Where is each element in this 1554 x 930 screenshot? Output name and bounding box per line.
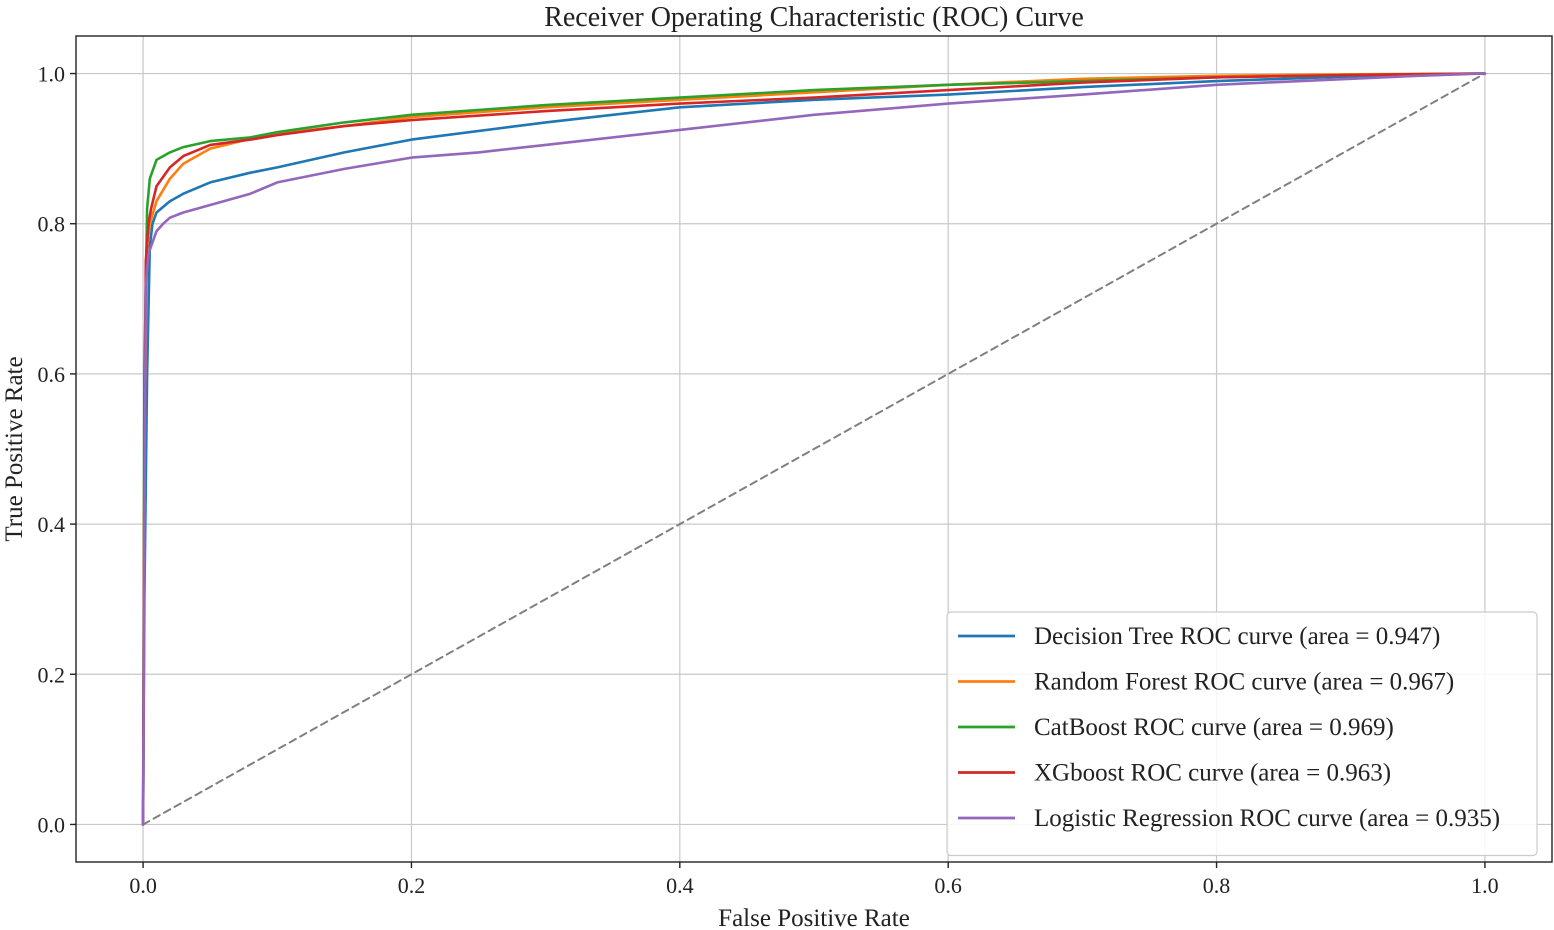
legend-label: Logistic Regression ROC curve (area = 0.…	[1034, 805, 1500, 832]
series-line-3	[141, 72, 1487, 826]
series-line-2	[141, 72, 1487, 826]
legend-label: XGboost ROC curve (area = 0.963)	[1034, 760, 1391, 787]
y-tick-label: 0.4	[38, 512, 66, 537]
legend-label: Decision Tree ROC curve (area = 0.947)	[1034, 623, 1440, 650]
series-line-4	[141, 72, 1487, 826]
x-tick-label: 1.0	[1471, 873, 1499, 898]
legend-label: CatBoost ROC curve (area = 0.969)	[1034, 714, 1394, 741]
legend: Decision Tree ROC curve (area = 0.947) Ra…	[946, 611, 1538, 857]
legend-label: Random Forest ROC curve (area = 0.967)	[1034, 669, 1454, 696]
plot-frame	[75, 35, 1553, 863]
series-lines	[141, 72, 1487, 826]
x-axis-label: False Positive Rate	[718, 905, 910, 930]
y-tick-label: 0.8	[38, 212, 66, 237]
x-tick-label: 0.4	[666, 873, 694, 898]
chart-title: Receiver Operating Characteristic (ROC) …	[544, 2, 1084, 33]
x-tick-label: 0.8	[1203, 873, 1231, 898]
grid-lines	[76, 36, 1552, 862]
x-tick-label: 0.6	[934, 873, 962, 898]
chance-diagonal-line	[142, 72, 1486, 826]
axis-ticks: 0.0 0.2 0.4 0.6 0.8 1.0 0.0 0.2 0.4 0.6 0.8 1.0	[38, 62, 1499, 898]
x-tick-label: 0.0	[129, 873, 157, 898]
series-line-0	[141, 72, 1487, 826]
y-tick-label: 0.6	[38, 362, 66, 387]
x-tick-label: 0.2	[398, 873, 426, 898]
y-tick-label: 0.2	[38, 662, 66, 687]
legend-box	[946, 611, 1538, 857]
y-axis-label: True Positive Rate	[1, 356, 28, 541]
y-tick-label: 0.0	[38, 812, 66, 837]
y-tick-label: 1.0	[38, 62, 66, 87]
